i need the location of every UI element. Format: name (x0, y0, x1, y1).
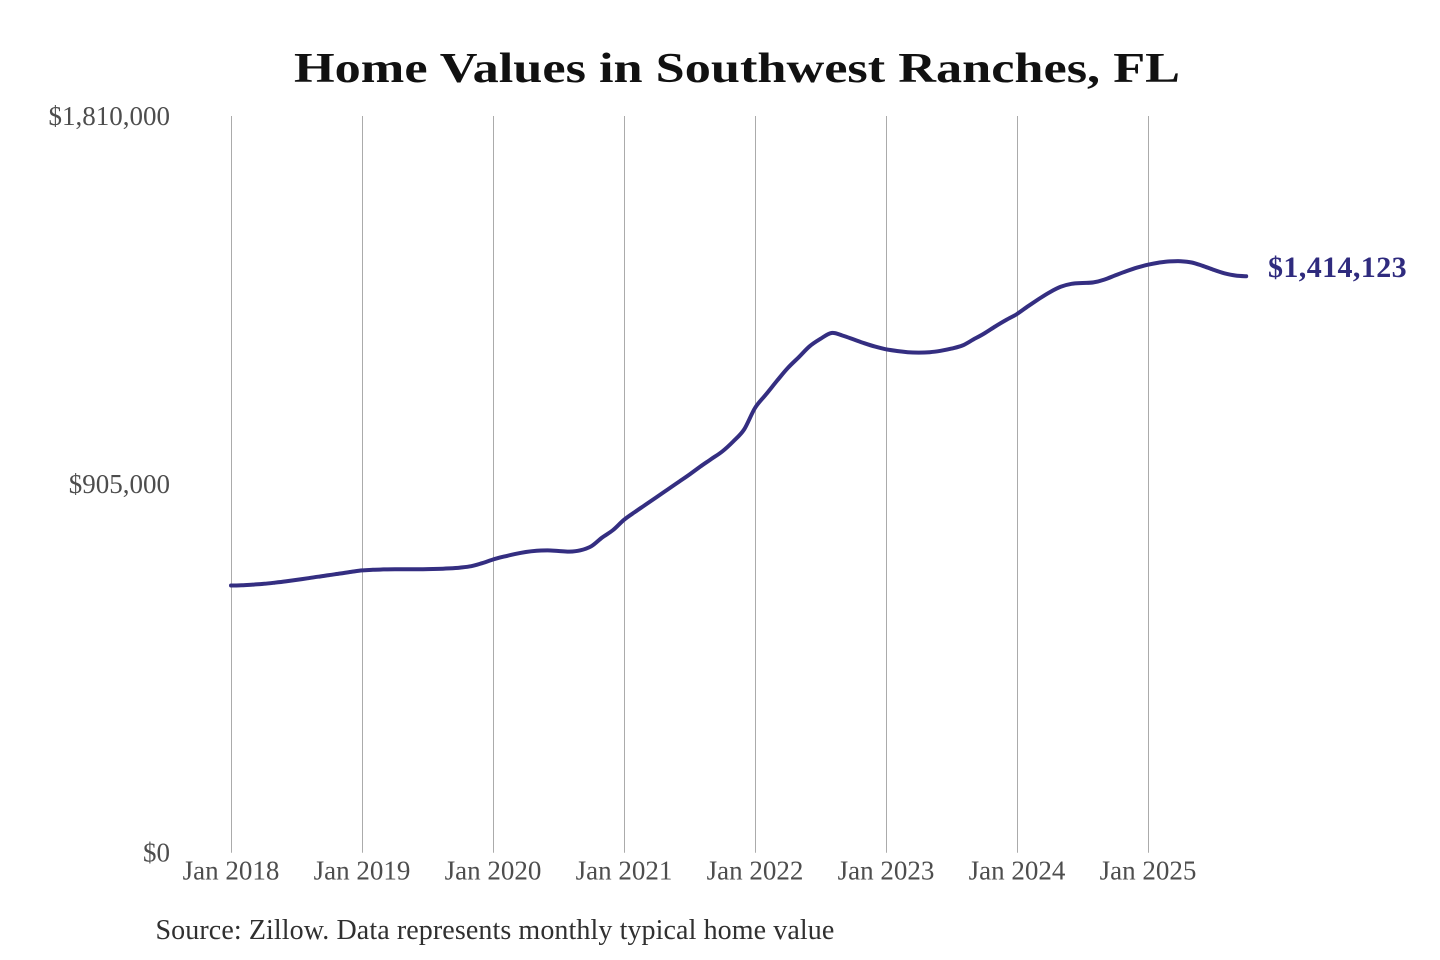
svg-text:Home Values in Southwest Ranch: Home Values in Southwest Ranches, FL (294, 46, 1180, 92)
svg-text:Jan 2021: Jan 2021 (576, 855, 673, 885)
svg-text:Jan 2020: Jan 2020 (445, 855, 542, 885)
svg-text:$1,810,000: $1,810,000 (49, 101, 171, 131)
svg-text:Jan 2025: Jan 2025 (1100, 855, 1197, 885)
svg-text:Jan 2018: Jan 2018 (183, 855, 280, 885)
svg-text:Source: Zillow. Data represent: Source: Zillow. Data represents monthly … (156, 915, 835, 946)
svg-text:Jan 2023: Jan 2023 (838, 855, 935, 885)
svg-text:Jan 2022: Jan 2022 (707, 855, 804, 885)
svg-text:$1,414,123: $1,414,123 (1268, 251, 1407, 284)
svg-text:Jan 2019: Jan 2019 (314, 855, 411, 885)
svg-text:$905,000: $905,000 (69, 469, 170, 499)
svg-text:Jan 2024: Jan 2024 (969, 855, 1066, 885)
svg-text:$0: $0 (143, 838, 170, 868)
